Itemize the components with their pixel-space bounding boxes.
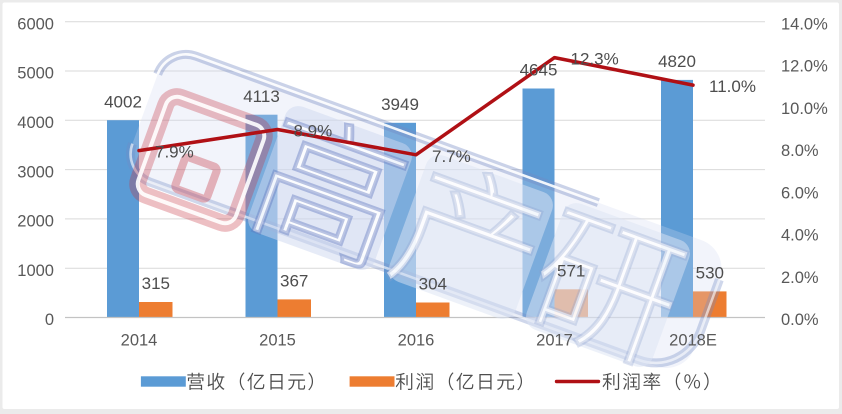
svg-text:8.9%: 8.9% <box>294 122 333 141</box>
svg-text:2017: 2017 <box>536 332 573 350</box>
svg-text:4820: 4820 <box>658 52 696 71</box>
svg-text:367: 367 <box>280 272 308 291</box>
svg-text:4645: 4645 <box>520 61 558 80</box>
svg-text:10.0%: 10.0% <box>781 100 828 118</box>
svg-text:2016: 2016 <box>398 332 435 350</box>
svg-text:304: 304 <box>419 275 447 294</box>
svg-text:7.9%: 7.9% <box>155 143 194 162</box>
svg-text:0: 0 <box>45 311 54 329</box>
svg-text:3000: 3000 <box>17 163 54 181</box>
svg-text:530: 530 <box>696 264 724 283</box>
svg-text:2.0%: 2.0% <box>781 269 819 287</box>
svg-text:8.0%: 8.0% <box>781 142 819 160</box>
svg-text:0.0%: 0.0% <box>781 311 819 329</box>
svg-text:12.3%: 12.3% <box>571 50 619 69</box>
svg-text:2000: 2000 <box>17 213 54 231</box>
svg-text:4002: 4002 <box>104 92 142 111</box>
svg-text:4000: 4000 <box>17 114 54 132</box>
svg-text:2015: 2015 <box>259 332 296 350</box>
svg-text:2018E: 2018E <box>669 332 717 350</box>
svg-text:571: 571 <box>557 262 585 281</box>
svg-text:6000: 6000 <box>17 15 54 33</box>
svg-text:11.0%: 11.0% <box>709 77 756 96</box>
svg-text:5000: 5000 <box>17 65 54 83</box>
svg-text:3949: 3949 <box>381 95 419 114</box>
svg-text:12.0%: 12.0% <box>781 58 828 76</box>
svg-text:7.7%: 7.7% <box>432 147 471 166</box>
svg-text:6.0%: 6.0% <box>781 184 819 202</box>
svg-text:4.0%: 4.0% <box>781 227 819 245</box>
svg-text:14.0%: 14.0% <box>781 15 828 33</box>
svg-text:2014: 2014 <box>121 332 158 350</box>
svg-text:4113: 4113 <box>243 87 280 106</box>
svg-text:1000: 1000 <box>17 262 54 280</box>
svg-text:315: 315 <box>142 274 170 293</box>
